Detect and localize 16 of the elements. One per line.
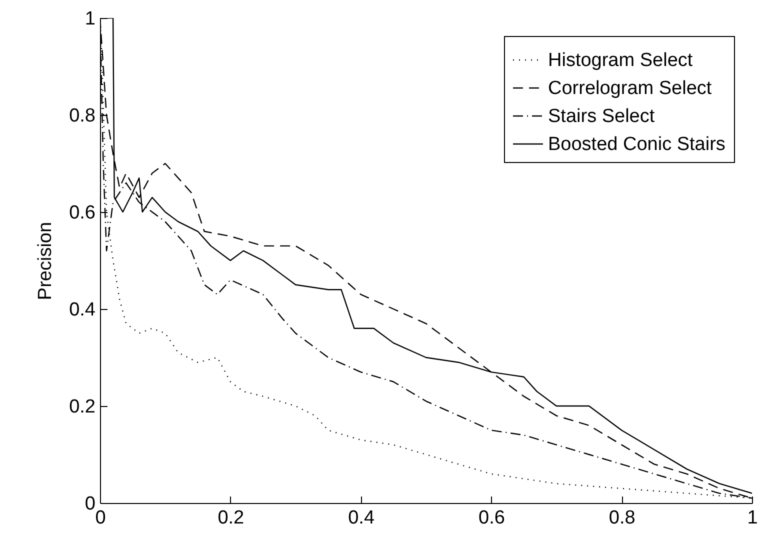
- x-tick-label: 0.6: [478, 508, 505, 528]
- x-tick-label: 0.2: [218, 508, 244, 528]
- y-tick-label: 0.6: [69, 202, 96, 224]
- y-tick-label: 0.4: [69, 300, 96, 320]
- y-tick-label: 1: [84, 8, 96, 30]
- legend-label: Histogram Select: [548, 50, 694, 71]
- x-tick-label: 0.8: [608, 508, 636, 528]
- y-tick-label: 0.8: [69, 106, 96, 126]
- x-tick-label: 1: [747, 508, 758, 528]
- y-tick-label: 0: [84, 494, 96, 514]
- x-tick-label: 0.4: [348, 508, 375, 528]
- y-tick-label: 0.2: [69, 396, 96, 418]
- legend-label: Correlogram Select: [548, 78, 712, 99]
- legend-label: Stairs Select: [548, 106, 656, 127]
- legend-label: Boosted Conic Stairs: [548, 134, 726, 155]
- y-axis-title: Precision: [35, 222, 56, 300]
